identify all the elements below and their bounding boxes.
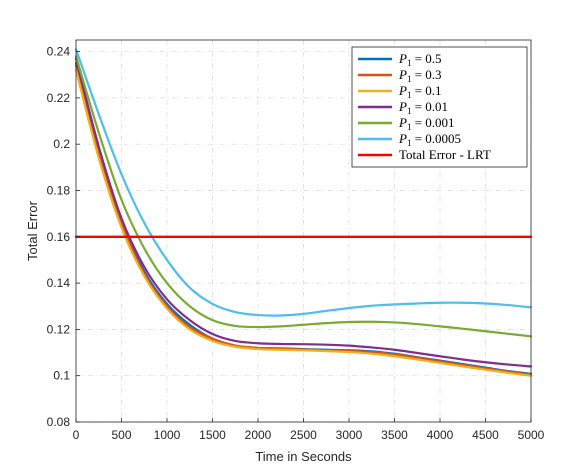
y-tick-label: 0.2 (53, 137, 70, 151)
y-tick-label: 0.12 (47, 322, 71, 336)
legend-entry-2: P1 = 0.1 (398, 83, 442, 100)
x-axis-label: Time in Seconds (255, 449, 352, 464)
x-tick-label: 4500 (472, 428, 499, 442)
series-group (74, 48, 533, 377)
legend-entry-1: P1 = 0.3 (398, 67, 442, 84)
y-tick-label: 0.08 (47, 415, 71, 429)
x-tick-label: 2500 (290, 428, 317, 442)
series-line-2 (74, 68, 533, 377)
series-line-5 (74, 48, 533, 317)
y-tick-label: 0.22 (47, 91, 71, 105)
x-tick-label: 4000 (427, 428, 454, 442)
series-line-4 (74, 55, 533, 338)
y-axis-label: Total Error (25, 200, 40, 261)
y-tick-label: 0.18 (47, 183, 71, 197)
x-tick-label: 1500 (199, 428, 226, 442)
legend-entry-0: P1 = 0.5 (398, 51, 442, 68)
x-tick-label: 1000 (154, 428, 181, 442)
series-line-3 (74, 57, 533, 368)
legend-entry-5: P1 = 0.0005 (398, 131, 461, 148)
ticks: 0 500 1000 1500 2000 2500 3000 3500 4000 4500 5000… (47, 45, 545, 442)
legend-entry-4: P1 = 0.001 (398, 115, 455, 132)
x-tick-label: 3500 (381, 428, 408, 442)
y-tick-label: 0.14 (47, 276, 71, 290)
y-tick-label: 0.1 (53, 369, 70, 383)
legend-entry-3: P1 = 0.01 (398, 99, 448, 116)
x-tick-label: 500 (111, 428, 131, 442)
y-tick-label: 0.16 (47, 230, 71, 244)
y-tick-label: 0.24 (47, 45, 71, 59)
x-tick-label: 2000 (245, 428, 272, 442)
x-tick-label: 0 (73, 428, 80, 442)
x-tick-label: 5000 (518, 428, 545, 442)
legend-entry-6: Total Error - LRT (399, 147, 491, 162)
x-tick-label: 3000 (336, 428, 363, 442)
